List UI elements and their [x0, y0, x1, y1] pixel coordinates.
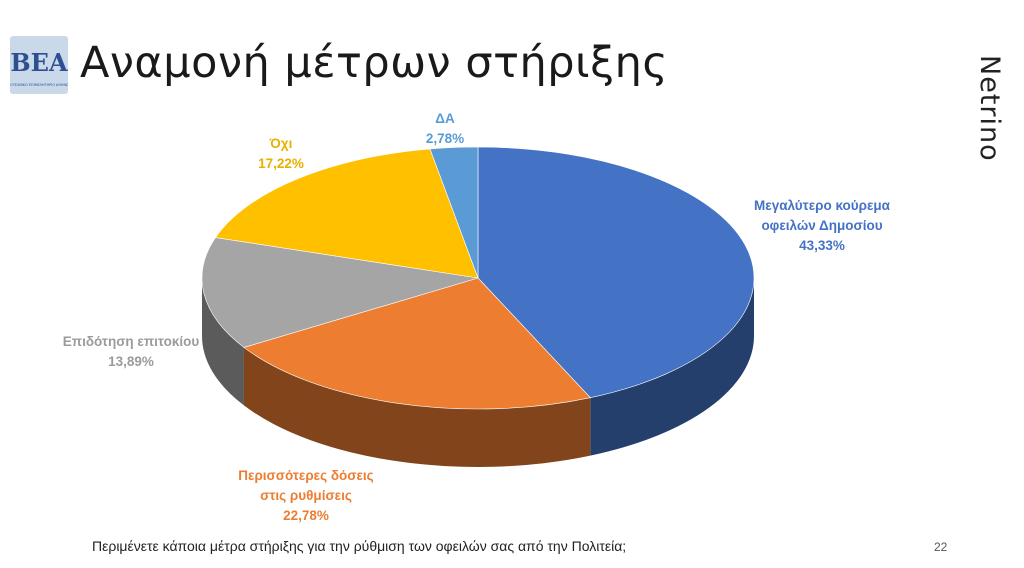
pie-side-0: [590, 278, 754, 456]
data-label-category: Μεγαλύτερο κούρεμα: [754, 198, 891, 213]
pie-slice-2: [201, 237, 479, 348]
data-label-0: Μεγαλύτερο κούρεμα οφειλών Δημοσίου 43,33%: [754, 198, 891, 253]
pie-slice-3: [214, 148, 479, 279]
data-label-value: 22,78%: [283, 508, 329, 523]
data-label-value: 17,22%: [258, 156, 304, 171]
data-label-3: Όχι 17,22%: [258, 136, 304, 171]
data-label-category: Επιδότηση επιτοκίου: [63, 334, 200, 349]
pie-slice-0: [477, 146, 755, 398]
pie-slice-1: [243, 277, 591, 410]
logo-subtext: ΒΙΟΤΕΧΝΙΚΟ ΕΠΙΜΕΛΗΤΗΡΙΟ ΑΘΗΝΩΝ: [10, 83, 68, 87]
data-label-value: 13,89%: [108, 354, 154, 369]
pie-side-2: [202, 278, 244, 406]
page-title: Αναμονή μέτρων στήριξης: [80, 38, 669, 88]
data-label-4: ΔΑ 2,78%: [426, 111, 464, 146]
data-label-2: Επιδότηση επιτοκίου 13,89%: [63, 334, 200, 369]
data-label-category: ΔΑ: [435, 111, 455, 126]
logo: ΒΕΑ ΒΙΟΤΕΧΝΙΚΟ ΕΠΙΜΕΛΗΤΗΡΙΟ ΑΘΗΝΩΝ: [7, 36, 72, 94]
pie-side-1: [243, 347, 591, 467]
page-number: 22: [934, 540, 948, 554]
data-label-category: οφειλών Δημοσίου: [761, 218, 882, 233]
data-label-1: Περισσότερες δόσεις στις ρυθμίσεις 22,78%: [238, 468, 373, 523]
data-label-category: Περισσότερες δόσεις: [238, 468, 373, 483]
survey-question: Περιμένετε κάποια μέτρα στήριξης για την…: [92, 538, 627, 554]
data-label-value: 43,33%: [799, 238, 845, 253]
pie-slice-4: [429, 146, 479, 279]
pie-tops: [201, 146, 755, 410]
pie-sides: [202, 278, 754, 467]
logo-text: ΒΕΑ: [10, 48, 68, 77]
data-label-category: στις ρυθμίσεις: [260, 488, 352, 503]
data-label-value: 2,78%: [426, 131, 464, 146]
data-label-category: Όχι: [269, 136, 293, 151]
